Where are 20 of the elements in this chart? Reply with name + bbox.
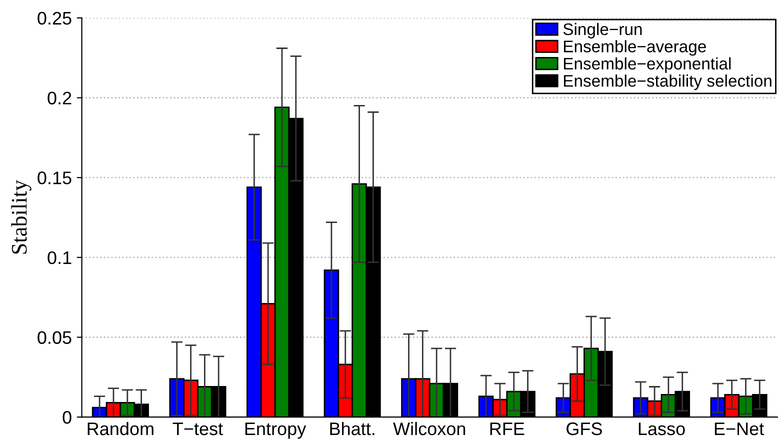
x-tick-label: Lasso xyxy=(638,422,685,436)
y-tick-label: 0.15 xyxy=(38,172,72,184)
x-tick-label: E−Net xyxy=(714,422,764,436)
x-tick-label: Entropy xyxy=(245,422,306,439)
x-tick-label: GFS xyxy=(566,422,602,436)
y-tick-label: 0.05 xyxy=(38,331,72,344)
x-tick-label: RFE xyxy=(490,422,524,436)
y-tick-label: 0.25 xyxy=(38,12,72,25)
y-tick-label: 0.2 xyxy=(48,92,72,104)
x-tick-label: Bhatt. xyxy=(330,422,374,436)
y-axis-title: Stability xyxy=(11,180,32,254)
x-tick-label: T−test xyxy=(172,422,223,436)
x-tick-label: Wilcoxon xyxy=(393,422,466,436)
legend-label: Ensemble−average xyxy=(564,40,706,56)
x-tick-label: Random xyxy=(88,422,154,436)
legend-label: Single−run xyxy=(563,22,642,38)
legend-label: Ensemble−stability selection xyxy=(564,74,772,90)
legend-label: Ensemble−exponential xyxy=(564,57,731,73)
y-tick-label: 0 xyxy=(62,411,72,424)
y-tick-label: 0.1 xyxy=(48,251,72,264)
